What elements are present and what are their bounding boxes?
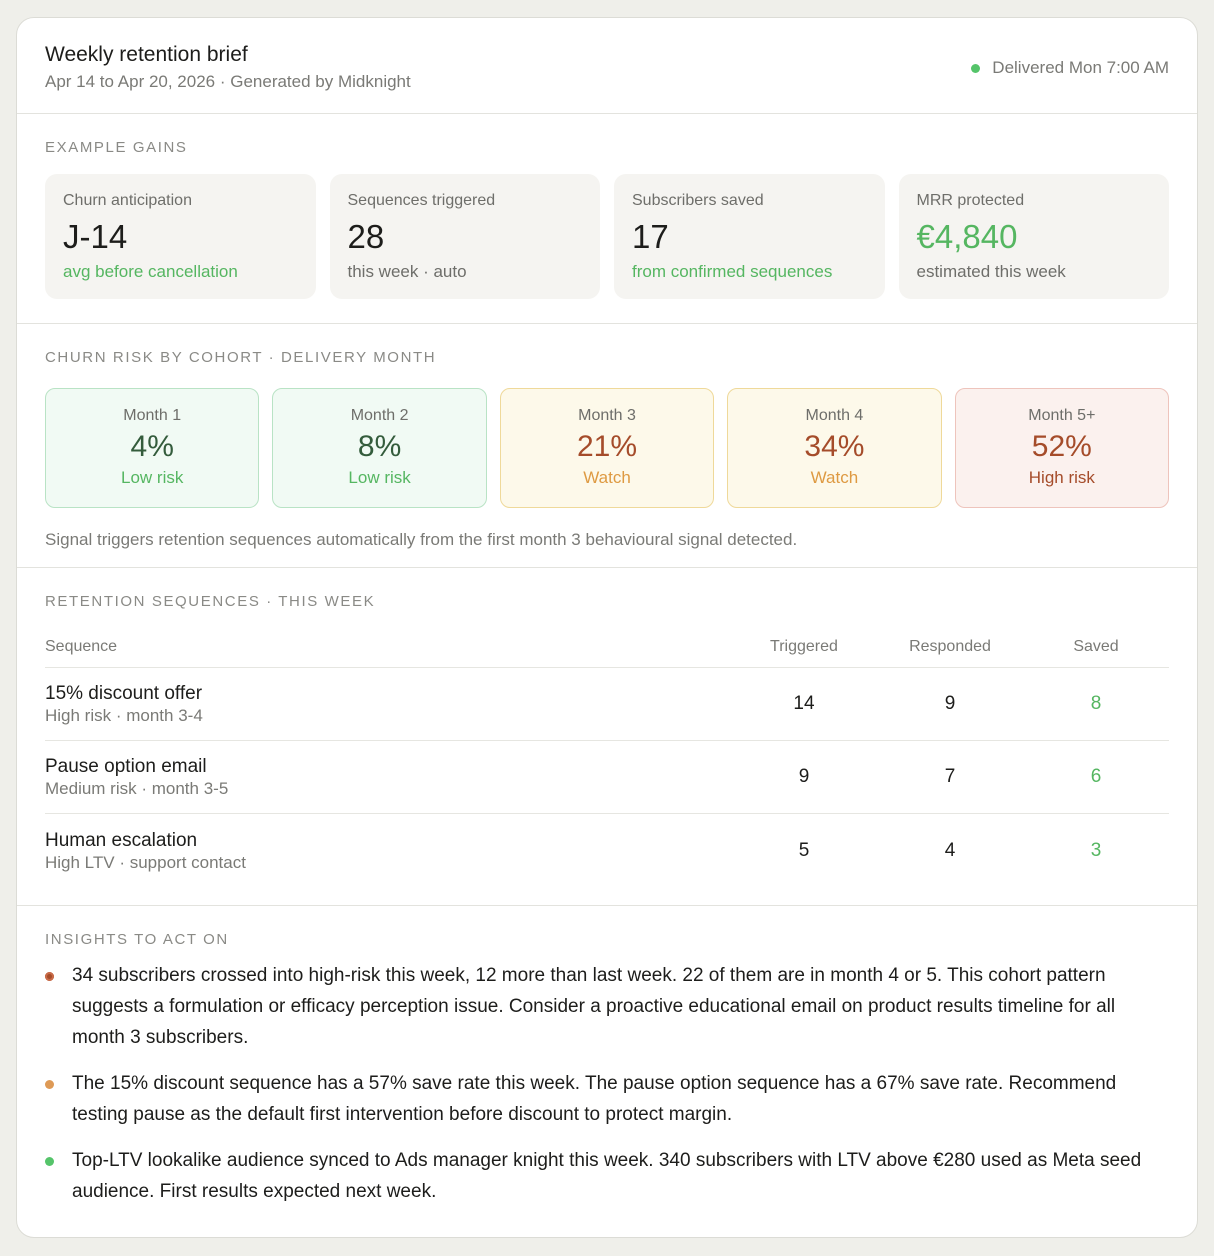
list-item: The 15% discount sequence has a 57% save… (45, 1068, 1169, 1130)
sequences-table: Sequence Triggered Responded Saved 15% d… (45, 632, 1169, 887)
table-row: Human escalation High LTV · support cont… (45, 814, 1169, 887)
retention-brief-card: Weekly retention brief Apr 14 to Apr 20,… (16, 17, 1198, 1238)
kpi-sub: this week · auto (347, 262, 467, 281)
insights-section: INSIGHTS TO ACT ON 34 subscribers crosse… (17, 906, 1197, 1226)
table-row: Pause option email Medium risk · month 3… (45, 741, 1169, 814)
section-label: RETENTION SEQUENCES · THIS WEEK (45, 593, 376, 610)
churn-risk-cohort-section: CHURN RISK BY COHORT · DELIVERY MONTH Mo… (17, 324, 1197, 568)
table-row: 15% discount offer High risk · month 3-4… (45, 668, 1169, 741)
triggered-cell: 9 (798, 766, 810, 787)
insight-list: 34 subscribers crossed into high-risk th… (45, 960, 1169, 1222)
section-label: CHURN RISK BY COHORT · DELIVERY MONTH (45, 349, 437, 366)
cohort-percent: 34% (804, 430, 865, 463)
kpi-card-sequences-triggered: Sequences triggered 28 this week · auto (329, 174, 600, 299)
sequence-description: High LTV · support contact (45, 852, 246, 872)
cohort-box-month-3: Month 3 21% Watch (499, 388, 715, 508)
column-header-sequence: Sequence (45, 638, 118, 655)
saved-cell: 6 (1090, 766, 1102, 787)
cohort-percent: 21% (576, 430, 638, 463)
section-label: INSIGHTS TO ACT ON (45, 931, 229, 948)
cohort-month: Month 2 (350, 407, 409, 424)
insight-text: 34 subscribers crossed into high-risk th… (72, 965, 1116, 1048)
list-item: 34 subscribers crossed into high-risk th… (45, 960, 1169, 1053)
sequence-cell: Pause option email Medium risk · month 3… (45, 755, 731, 799)
responded-cell: 9 (944, 693, 956, 714)
kpi-label: MRR protected (916, 192, 1025, 209)
saved-cell: 8 (1090, 693, 1102, 714)
kpi-card-mrr-protected: MRR protected €4,840 estimated this week (898, 174, 1169, 299)
column-header-triggered: Triggered (770, 638, 838, 655)
kpi-value: €4,840 (916, 218, 1018, 255)
success-dot-icon (45, 1157, 54, 1166)
cohort-percent: 4% (130, 430, 174, 463)
cohort-box-month-5-plus: Month 5+ 52% High risk (954, 388, 1170, 508)
kpi-sub: avg before cancellation (63, 262, 238, 281)
sequence-description: Medium risk · month 3-5 (45, 779, 229, 798)
kpi-value: 28 (347, 218, 385, 255)
sequence-cell: Human escalation High LTV · support cont… (45, 829, 731, 873)
kpi-row: Churn anticipation J-14 avg before cance… (45, 174, 1169, 299)
responded-cell: 4 (944, 839, 956, 861)
sequence-cell: 15% discount offer High risk · month 3-4 (45, 682, 731, 726)
kpi-label: Churn anticipation (63, 192, 192, 209)
cohort-risk: Watch (583, 468, 631, 487)
cohort-percent: 8% (357, 430, 402, 463)
cohort-month: Month 1 (123, 407, 182, 424)
responded-cell: 7 (944, 766, 956, 787)
high-risk-dot-icon (45, 972, 54, 981)
kpi-value: J-14 (63, 218, 128, 255)
column-header-responded: Responded (909, 638, 991, 655)
cohort-risk: Low risk (348, 468, 411, 487)
table-header: Sequence Triggered Responded Saved (45, 632, 1169, 668)
status-dot-icon (971, 63, 981, 73)
page-subtitle: Apr 14 to Apr 20, 2026 · Generated by Mi… (45, 72, 411, 91)
example-gains-section: EXAMPLE GAINS Churn anticipation J-14 av… (17, 114, 1197, 324)
kpi-label: Sequences triggered (347, 192, 496, 209)
cohort-month: Month 5+ (1028, 407, 1096, 424)
section-label: EXAMPLE GAINS (45, 139, 188, 156)
insight-text: The 15% discount sequence has a 57% save… (72, 1073, 1117, 1125)
cohort-month: Month 3 (578, 407, 636, 424)
page-title: Weekly retention brief (45, 43, 248, 66)
delivery-status: Delivered Mon 7:00 AM (971, 58, 1169, 78)
cohort-percent: 52% (1031, 430, 1092, 463)
cohort-box-month-1: Month 1 4% Low risk (45, 388, 260, 508)
sequence-name: Human escalation (45, 829, 198, 851)
kpi-label: Subscribers saved (632, 192, 764, 209)
cohort-month: Month 4 (805, 407, 864, 424)
insight-text: Top-LTV lookalike audience synced to Ads… (72, 1150, 1142, 1202)
saved-cell: 3 (1090, 839, 1102, 861)
brief-header: Weekly retention brief Apr 14 to Apr 20,… (17, 18, 1197, 114)
cohort-risk: High risk (1028, 468, 1095, 487)
triggered-cell: 14 (793, 693, 815, 714)
sequence-description: High risk · month 3-4 (45, 706, 203, 725)
triggered-cell: 5 (798, 839, 810, 861)
cohort-note: Signal triggers retention sequences auto… (45, 530, 798, 549)
cohort-row: Month 1 4% Low risk Month 2 8% Low risk … (45, 388, 1170, 508)
sequence-name: Pause option email (45, 756, 207, 777)
column-header-saved: Saved (1073, 638, 1119, 655)
cohort-risk: Watch (810, 468, 859, 487)
list-item: Top-LTV lookalike audience synced to Ads… (45, 1145, 1169, 1207)
watch-dot-icon (45, 1080, 54, 1089)
kpi-card-subscribers-saved: Subscribers saved 17 from confirmed sequ… (614, 174, 885, 299)
cohort-box-month-2: Month 2 8% Low risk (272, 388, 487, 508)
cohort-risk: Low risk (121, 468, 184, 487)
kpi-value: 17 (632, 218, 669, 255)
retention-sequences-section: RETENTION SEQUENCES · THIS WEEK Sequence… (17, 568, 1197, 906)
kpi-sub: from confirmed sequences (632, 262, 833, 281)
delivery-status-text: Delivered Mon 7:00 AM (992, 58, 1169, 77)
kpi-card-churn-anticipation: Churn anticipation J-14 avg before cance… (45, 174, 316, 299)
cohort-box-month-4: Month 4 34% Watch (727, 388, 942, 508)
kpi-sub: estimated this week (916, 262, 1066, 281)
sequence-name: 15% discount offer (45, 683, 203, 704)
